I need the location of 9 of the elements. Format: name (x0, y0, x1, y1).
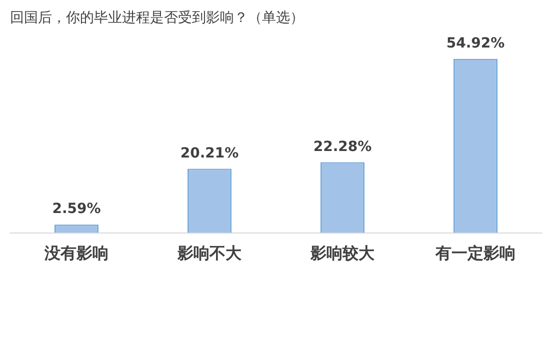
x-tick-label: 有一定影响 (434, 244, 516, 263)
chart-title: 回国后，你的毕业进程是否受到影响？（单选） (10, 10, 304, 26)
x-tick-label: 影响较大 (310, 244, 376, 263)
x-tick-label: 影响不大 (176, 244, 242, 263)
data-label: 54.92% (446, 36, 505, 52)
data-label: 20.21% (180, 145, 239, 162)
data-label: 22.28% (313, 138, 372, 155)
data-label: 2.59% (52, 201, 101, 218)
x-tick-label: 没有影响 (44, 244, 108, 263)
